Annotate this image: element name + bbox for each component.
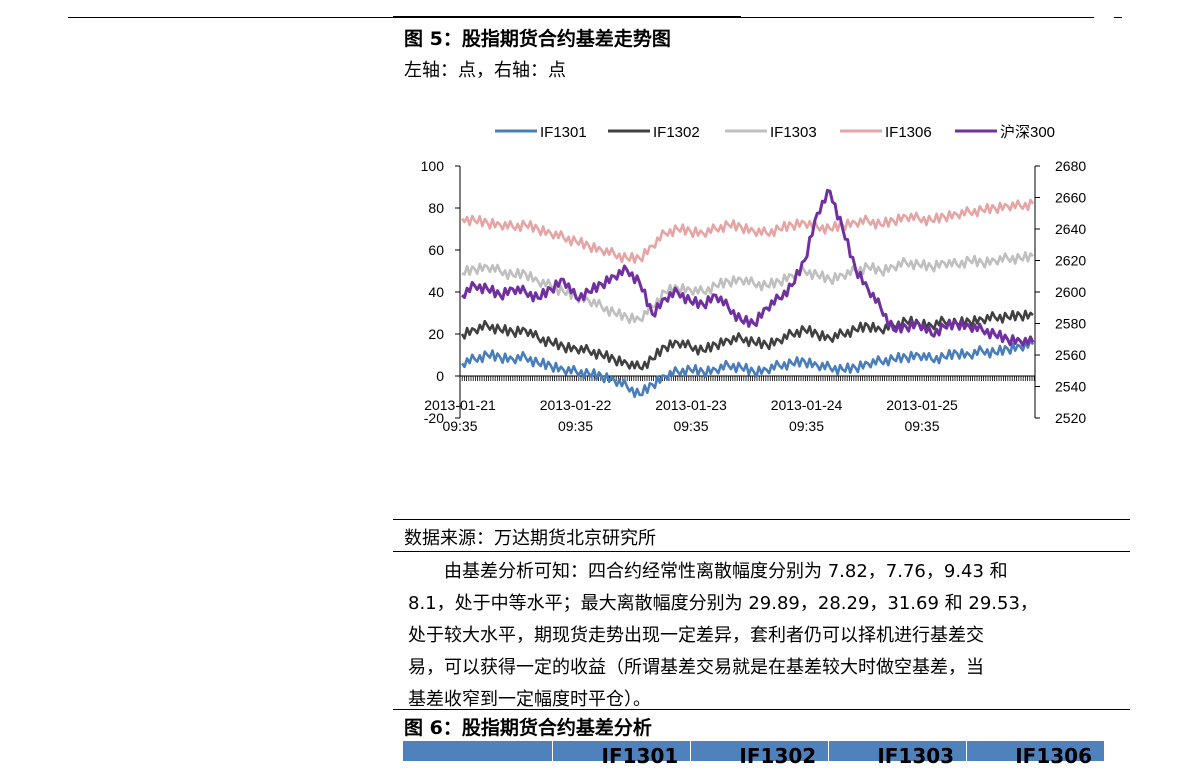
y-left-tick-label: 80 (428, 200, 444, 216)
top-rule-mark (1114, 17, 1122, 18)
data-source: 数据来源：万达期货北京研究所 (404, 528, 656, 549)
legend-label: IF1301 (540, 124, 587, 141)
paragraph-line: 由基差分析可知：四合约经常性离散幅度分别为 7.82，7.76，9.43 和 (408, 561, 1008, 582)
paragraph-line: 8.1，处于中等水平；最大离散幅度分别为 29.89，28.29，31.69 和… (408, 593, 1038, 614)
x-tick-label-date: 2013-01-21 (424, 397, 496, 413)
table-header-cell (403, 741, 554, 761)
source-rule-top (393, 519, 1130, 520)
legend-label: IF1303 (770, 124, 817, 141)
paragraph-line: 基差收窄到一定幅度时平仓）。 (408, 689, 651, 710)
y-left-tick-label: 20 (428, 326, 444, 342)
table-header: IF1301 IF1302 IF1303 IF1306 (403, 741, 1106, 768)
y-right-tick-label: 2580 (1055, 316, 1086, 332)
y-right-tick-label: 2520 (1055, 410, 1086, 426)
y-left-tick-label: 60 (428, 242, 444, 258)
series-line-IF1306 (460, 198, 1035, 264)
y-left-tick-label: -20 (424, 410, 444, 426)
paragraph-line: 处于较大水平，期现货走势出现一定差异，套利者仍可以择机进行基差交 (408, 625, 984, 646)
x-tick-label-time: 09:35 (904, 418, 939, 434)
table-header-cell: IF1303 (829, 741, 968, 768)
table-header-cell: IF1302 (691, 741, 830, 768)
y-right-tick-label: 2600 (1055, 284, 1086, 300)
figure6-title: 图 6：股指期货合约基差分析 (404, 717, 652, 739)
figure6-rule (393, 709, 1130, 710)
top-rule-thick (393, 16, 741, 18)
legend-label: 沪深300 (1000, 124, 1055, 141)
table-header-cell: IF1301 (553, 741, 692, 768)
y-right-tick-label: 2660 (1055, 190, 1086, 206)
table-header-cell: IF1306 (967, 741, 1106, 768)
legend-label: IF1302 (653, 124, 700, 141)
y-left-tick-label: 0 (436, 368, 444, 384)
x-tick-label-time: 09:35 (558, 418, 593, 434)
source-rule-bottom (393, 551, 1130, 552)
x-tick-label-date: 2013-01-22 (540, 397, 612, 413)
y-left-tick-label: 40 (428, 284, 444, 300)
y-left-tick-label: 100 (421, 158, 445, 174)
series-line-IF1302 (460, 309, 1034, 371)
y-right-tick-label: 2620 (1055, 253, 1086, 269)
x-tick-label-time: 09:35 (442, 418, 477, 434)
y-right-tick-label: 2560 (1055, 347, 1086, 363)
x-tick-label-time: 09:35 (789, 418, 824, 434)
x-tick-label-time: 09:35 (673, 418, 708, 434)
legend-label: IF1306 (885, 124, 932, 141)
y-right-tick-label: 2540 (1055, 379, 1086, 395)
paragraph-line: 易，可以获得一定的收益（所谓基差交易就是在基差较大时做空基差，当 (408, 657, 984, 678)
x-tick-label-date: 2013-01-23 (655, 397, 727, 413)
analysis-paragraph: 由基差分析可知：四合约经常性离散幅度分别为 7.82，7.76，9.43 和 8… (408, 556, 1088, 716)
series-line-IF1301 (460, 338, 1035, 398)
figure-title: 图 5：股指期货合约基差走势图 (404, 28, 671, 50)
x-tick-label-date: 2013-01-24 (771, 397, 843, 413)
x-tick-label-date: 2013-01-25 (886, 397, 958, 413)
basis-chart: -20 0 20 40 60 80 100 2520 2540 2560 2580 2600 2620 2… (421, 124, 1087, 434)
figure-subtitle: 左轴：点，右轴：点 (404, 60, 566, 81)
series-line-沪深300 (460, 188, 1035, 347)
y-right-tick-label: 2680 (1055, 158, 1086, 174)
series-line-IF1303 (461, 251, 1034, 325)
y-right-tick-label: 2640 (1055, 221, 1086, 237)
